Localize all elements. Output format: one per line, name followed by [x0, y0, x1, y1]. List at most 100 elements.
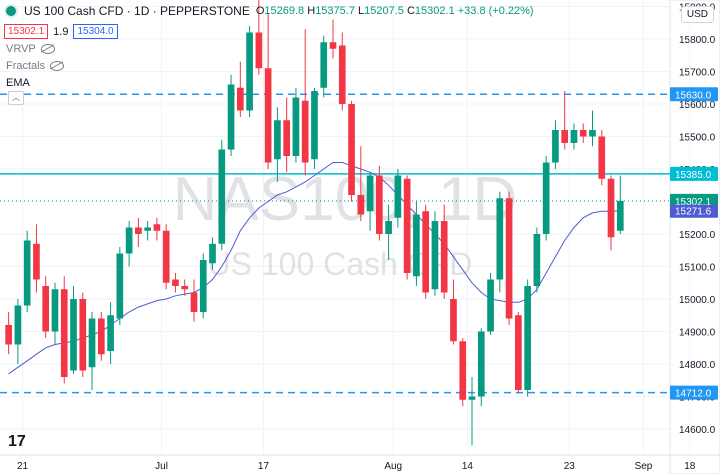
spread-value: 1.9 [53, 25, 69, 38]
candle-body [616, 200, 624, 231]
x-tick-label: 23 [564, 461, 576, 472]
candle-body [172, 279, 179, 286]
candle-body [515, 315, 522, 390]
candle-body [542, 162, 550, 234]
y-tick-label: 15100.0 [679, 263, 716, 274]
ohlc-readout: O15269.8 H15375.7 L15207.5 C15302.1 +33.… [255, 5, 534, 17]
candle-body [209, 243, 216, 264]
candle-body [23, 240, 31, 306]
quote-row: 15302.1 1.9 15304.0 [4, 24, 118, 39]
candle-body [274, 120, 281, 160]
candle-body [51, 289, 59, 332]
candle-body [338, 45, 346, 104]
indicator-ema[interactable]: EMA [6, 77, 30, 89]
candle-body [218, 149, 226, 244]
candle-body [496, 198, 504, 280]
chart-header: US 100 Cash CFD · 1D · PEPPERSTONE O1526… [4, 4, 534, 18]
y-tick-label: 15700.0 [679, 68, 716, 79]
candle-body [135, 227, 142, 234]
price-level-tag [670, 385, 718, 400]
candle-body [589, 130, 596, 137]
x-tick-label: Aug [384, 461, 402, 472]
candle-body [5, 325, 12, 345]
candle-body [329, 42, 337, 49]
price-level-tag [670, 166, 718, 181]
candle-body [181, 286, 189, 290]
candle-body [107, 315, 114, 351]
candle-body [431, 221, 439, 290]
y-tick-label: 14800.0 [679, 360, 716, 371]
candle-body [116, 253, 124, 319]
currency-selector[interactable]: USD [680, 6, 714, 23]
x-tick-label: Sep [635, 461, 653, 472]
market-status-icon [4, 4, 18, 18]
candle-body [394, 175, 402, 218]
sell-price-box[interactable]: 15302.1 [4, 24, 49, 39]
x-tick-label: 21 [17, 461, 29, 472]
buy-price-box[interactable]: 15304.0 [73, 24, 118, 39]
candle-body [533, 234, 541, 286]
hidden-eye-icon[interactable] [50, 61, 65, 71]
candle-body [376, 175, 383, 234]
y-tick-label: 15500.0 [679, 133, 716, 144]
candle-body [236, 87, 244, 111]
candle-body [487, 279, 494, 332]
x-tick-label: Jul [155, 461, 168, 472]
candle-body [524, 286, 531, 390]
candle-body [570, 130, 578, 143]
collapse-legend-button[interactable]: ︿ [8, 91, 24, 105]
close-value: 15302.1 [414, 5, 455, 17]
price-level-label: 14712.0 [675, 389, 712, 400]
candle-body [301, 100, 309, 163]
y-tick-label: 15000.0 [679, 295, 716, 306]
candle-body [190, 292, 198, 312]
candle-body [477, 331, 485, 397]
price-axis [669, 0, 720, 474]
candle-body [42, 286, 50, 332]
change-value: +33.8 (+0.22%) [457, 5, 534, 17]
candle-body [552, 130, 559, 163]
price-level-tag [670, 87, 718, 102]
candle-body [385, 221, 392, 234]
candle-body [607, 178, 615, 238]
candle-body [246, 32, 253, 111]
candle-body [579, 130, 587, 137]
candle-body [422, 211, 430, 293]
candle-body [227, 84, 235, 150]
candle-body [88, 318, 96, 368]
high-value: 15375.7 [315, 5, 355, 17]
candle-body [33, 243, 40, 280]
watermark-symbol: NAS100, 1D [173, 165, 518, 234]
candle-body [348, 104, 355, 195]
candle-body [144, 227, 151, 231]
indicator-fractals[interactable]: Fractals [6, 60, 65, 72]
candle-body [79, 299, 87, 371]
hidden-eye-icon[interactable] [40, 44, 55, 54]
candle-body [283, 120, 290, 156]
candle-body [292, 97, 300, 156]
y-tick-label: 14600.0 [679, 425, 716, 436]
y-tick-label: 15600.0 [679, 100, 716, 111]
price-level-label: 15385.0 [675, 170, 712, 181]
candle-body [162, 230, 170, 283]
candle-body [366, 175, 374, 212]
candle-body [357, 195, 365, 215]
candle-body [450, 299, 457, 342]
x-tick-label: 17 [258, 461, 270, 472]
tradingview-logo-icon[interactable]: 17 [8, 433, 26, 450]
symbol-title[interactable]: US 100 Cash CFD · 1D · PEPPERSTONE [24, 4, 250, 18]
candle-body [320, 42, 328, 88]
candle-body [440, 221, 448, 293]
ema-label: 15271.6 [675, 207, 712, 218]
candle-body [255, 32, 263, 69]
indicator-vrvp[interactable]: VRVP [6, 43, 55, 55]
ema-tag [670, 204, 718, 218]
low-value: 15207.5 [364, 5, 404, 17]
price-level-label: 15630.0 [675, 90, 712, 101]
candle-body [403, 178, 411, 273]
x-tick-label: 18 [684, 461, 696, 472]
candle-body [413, 214, 420, 277]
y-tick-label: 14900.0 [679, 328, 716, 339]
candle-body [561, 130, 569, 143]
